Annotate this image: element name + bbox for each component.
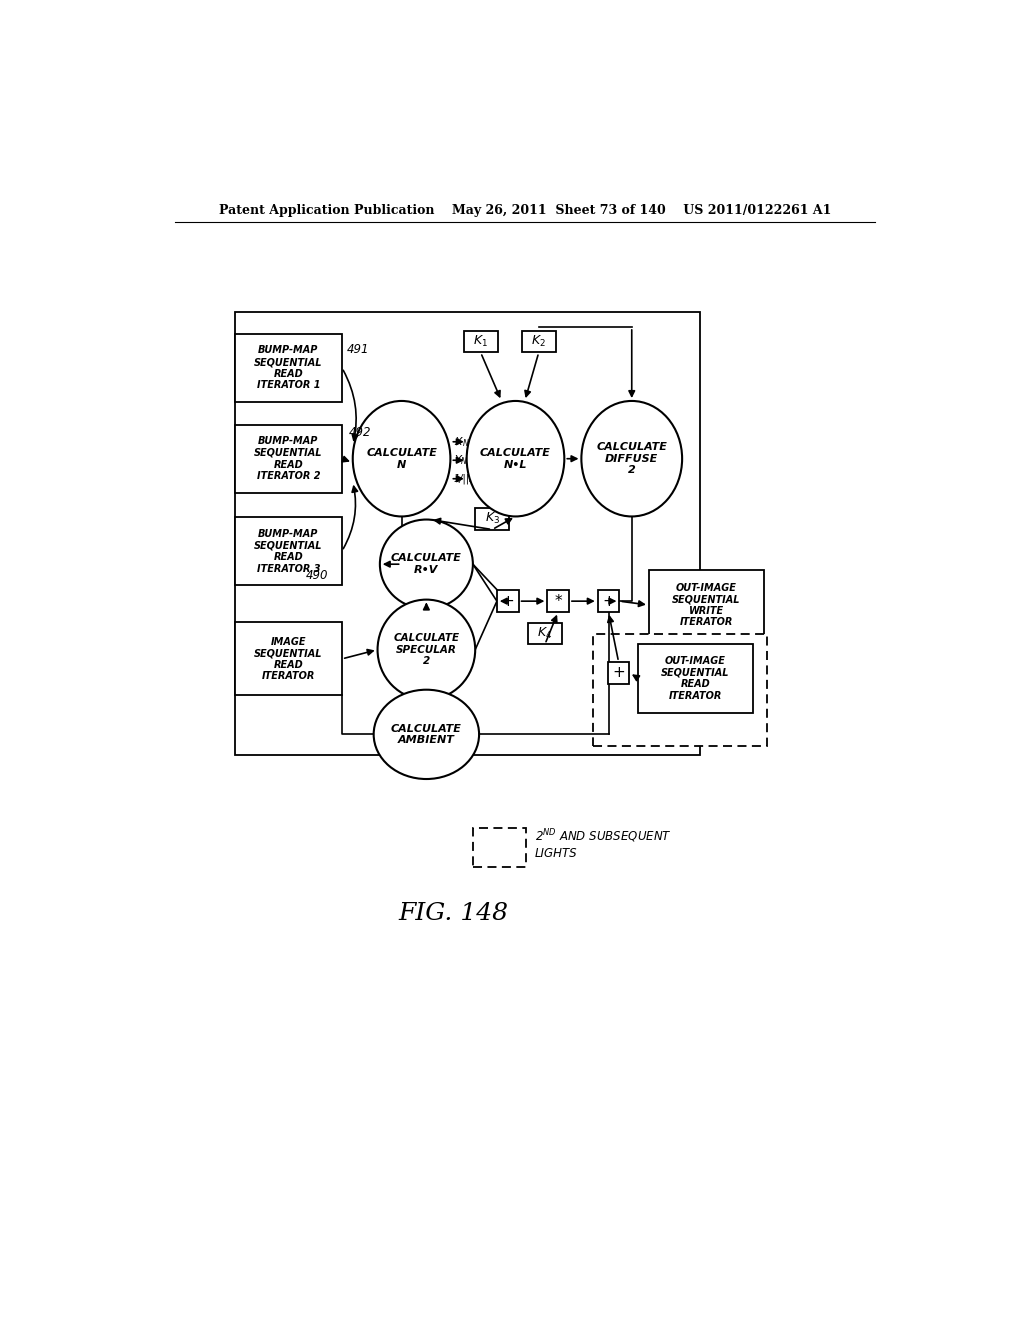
Bar [521,331,556,352]
Bar [649,570,764,640]
Bar [528,623,562,644]
Text: OUT-IMAGE
SEQUENTIAL
READ
ITERATOR: OUT-IMAGE SEQUENTIAL READ ITERATOR [662,656,729,701]
Bar [464,331,498,352]
Bar [638,644,753,713]
Bar [497,590,518,612]
Bar [234,334,342,401]
Text: $K_2$: $K_2$ [531,334,546,350]
Ellipse shape [352,401,451,516]
Text: 1/||N||: 1/||N|| [454,474,483,484]
Text: $Y_N$: $Y_N$ [454,453,468,467]
Ellipse shape [467,401,564,516]
Bar [234,517,342,585]
Bar [475,508,509,529]
Text: 2$^{ND}$ AND SUBSEQUENT
LIGHTS: 2$^{ND}$ AND SUBSEQUENT LIGHTS [535,828,672,861]
Text: CALCULATE
SPECULAR
2: CALCULATE SPECULAR 2 [393,634,460,667]
Text: +: + [612,665,625,680]
Text: BUMP-MAP
SEQUENTIAL
READ
ITERATOR 1: BUMP-MAP SEQUENTIAL READ ITERATOR 1 [254,346,323,391]
Text: BUMP-MAP
SEQUENTIAL
READ
ITERATOR 2: BUMP-MAP SEQUENTIAL READ ITERATOR 2 [254,437,323,480]
Text: *: * [554,594,562,609]
Text: CALCULATE
R•V: CALCULATE R•V [391,553,462,576]
Ellipse shape [374,690,479,779]
Text: CALCULATE
N•L: CALCULATE N•L [480,447,551,470]
Text: IMAGE
SEQUENTIAL
READ
ITERATOR: IMAGE SEQUENTIAL READ ITERATOR [254,636,323,681]
Text: CALCULATE
N: CALCULATE N [367,447,437,470]
Text: 490: 490 [306,569,329,582]
Bar [547,590,569,612]
Bar [234,425,342,492]
Text: $K_1$: $K_1$ [473,334,488,350]
Text: +: + [502,594,514,609]
Ellipse shape [378,599,475,700]
Text: CALCULATE
DIFFUSE
2: CALCULATE DIFFUSE 2 [596,442,668,475]
Text: +: + [602,594,614,609]
Text: 492: 492 [349,425,372,438]
Text: 491: 491 [346,343,369,356]
Text: BUMP-MAP
SEQUENTIAL
READ
ITERATOR 3: BUMP-MAP SEQUENTIAL READ ITERATOR 3 [254,529,323,573]
Bar [607,663,630,684]
Ellipse shape [380,520,473,609]
Text: $K_4$: $K_4$ [538,626,553,642]
Text: $K_3$: $K_3$ [484,511,500,527]
Bar [598,590,620,612]
Bar [234,313,700,755]
Text: CALCULATE
AMBIENT: CALCULATE AMBIENT [391,723,462,746]
Text: $X_N$: $X_N$ [454,434,469,449]
Text: FIG. 148: FIG. 148 [398,902,509,924]
Ellipse shape [582,401,682,516]
Bar [234,622,342,696]
Bar [473,829,525,867]
Text: Patent Application Publication    May 26, 2011  Sheet 73 of 140    US 2011/01222: Patent Application Publication May 26, 2… [218,205,831,218]
Text: OUT-IMAGE
SEQUENTIAL
WRITE
ITERATOR: OUT-IMAGE SEQUENTIAL WRITE ITERATOR [672,582,740,627]
Bar [593,635,767,746]
